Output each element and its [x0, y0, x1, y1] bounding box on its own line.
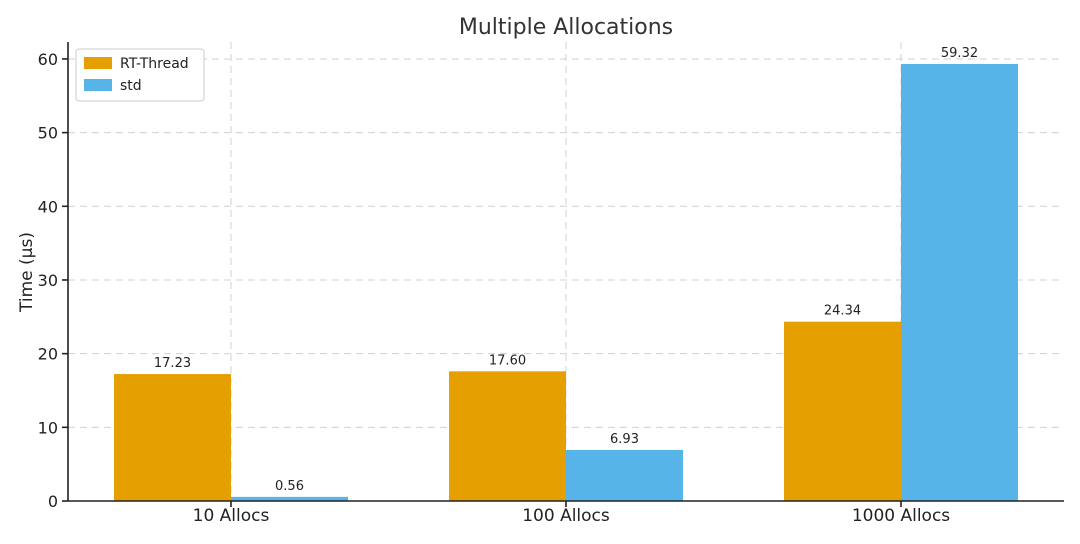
- y-tick-label-3: 30: [38, 271, 58, 290]
- bar-rt-thread-0: [114, 374, 231, 501]
- bar-label-std-0: 0.56: [275, 479, 304, 494]
- bar-std-0: [231, 496, 348, 501]
- y-tick-label-5: 50: [38, 124, 58, 143]
- y-tick-label-4: 40: [38, 197, 58, 216]
- bar-label-rt-thread-0: 17.23: [154, 356, 191, 371]
- y-tick-label-2: 20: [38, 345, 58, 364]
- x-tick-label-2: 1000 Allocs: [852, 506, 950, 526]
- bar-std-1: [566, 449, 683, 501]
- bar-label-std-1: 6.93: [610, 432, 639, 447]
- y-tick-label-1: 10: [38, 418, 58, 437]
- bar-std-2: [901, 63, 1018, 501]
- bar-label-rt-thread-2: 24.34: [824, 304, 861, 319]
- bar-label-rt-thread-1: 17.60: [489, 353, 526, 368]
- legend-swatch-0: [84, 57, 112, 69]
- x-tick-label-1: 100 Allocs: [522, 506, 610, 526]
- y-axis-label: Time (µs): [17, 232, 37, 313]
- y-tick-label-6: 60: [38, 50, 58, 69]
- chart-title: Multiple Allocations: [459, 15, 673, 40]
- legend: RT-Thread std: [75, 48, 205, 102]
- bars: [114, 63, 1018, 501]
- bar-rt-thread-1: [449, 371, 566, 501]
- legend-swatch-1: [84, 79, 112, 91]
- bar-label-std-2: 59.32: [941, 46, 978, 61]
- legend-label-1: std: [120, 78, 142, 94]
- y-tick-label-0: 0: [48, 492, 58, 511]
- bar-value-labels: 17.23 17.60 24.34 0.56 6.93 59.32: [154, 46, 978, 494]
- axes: 0 10 20 30 40 50 60 10 Allocs 100 Allocs 1000 All…: [38, 42, 1064, 526]
- legend-label-0: RT-Thread: [120, 56, 189, 72]
- x-tick-label-0: 10 Allocs: [193, 506, 270, 526]
- bar-rt-thread-2: [784, 321, 901, 501]
